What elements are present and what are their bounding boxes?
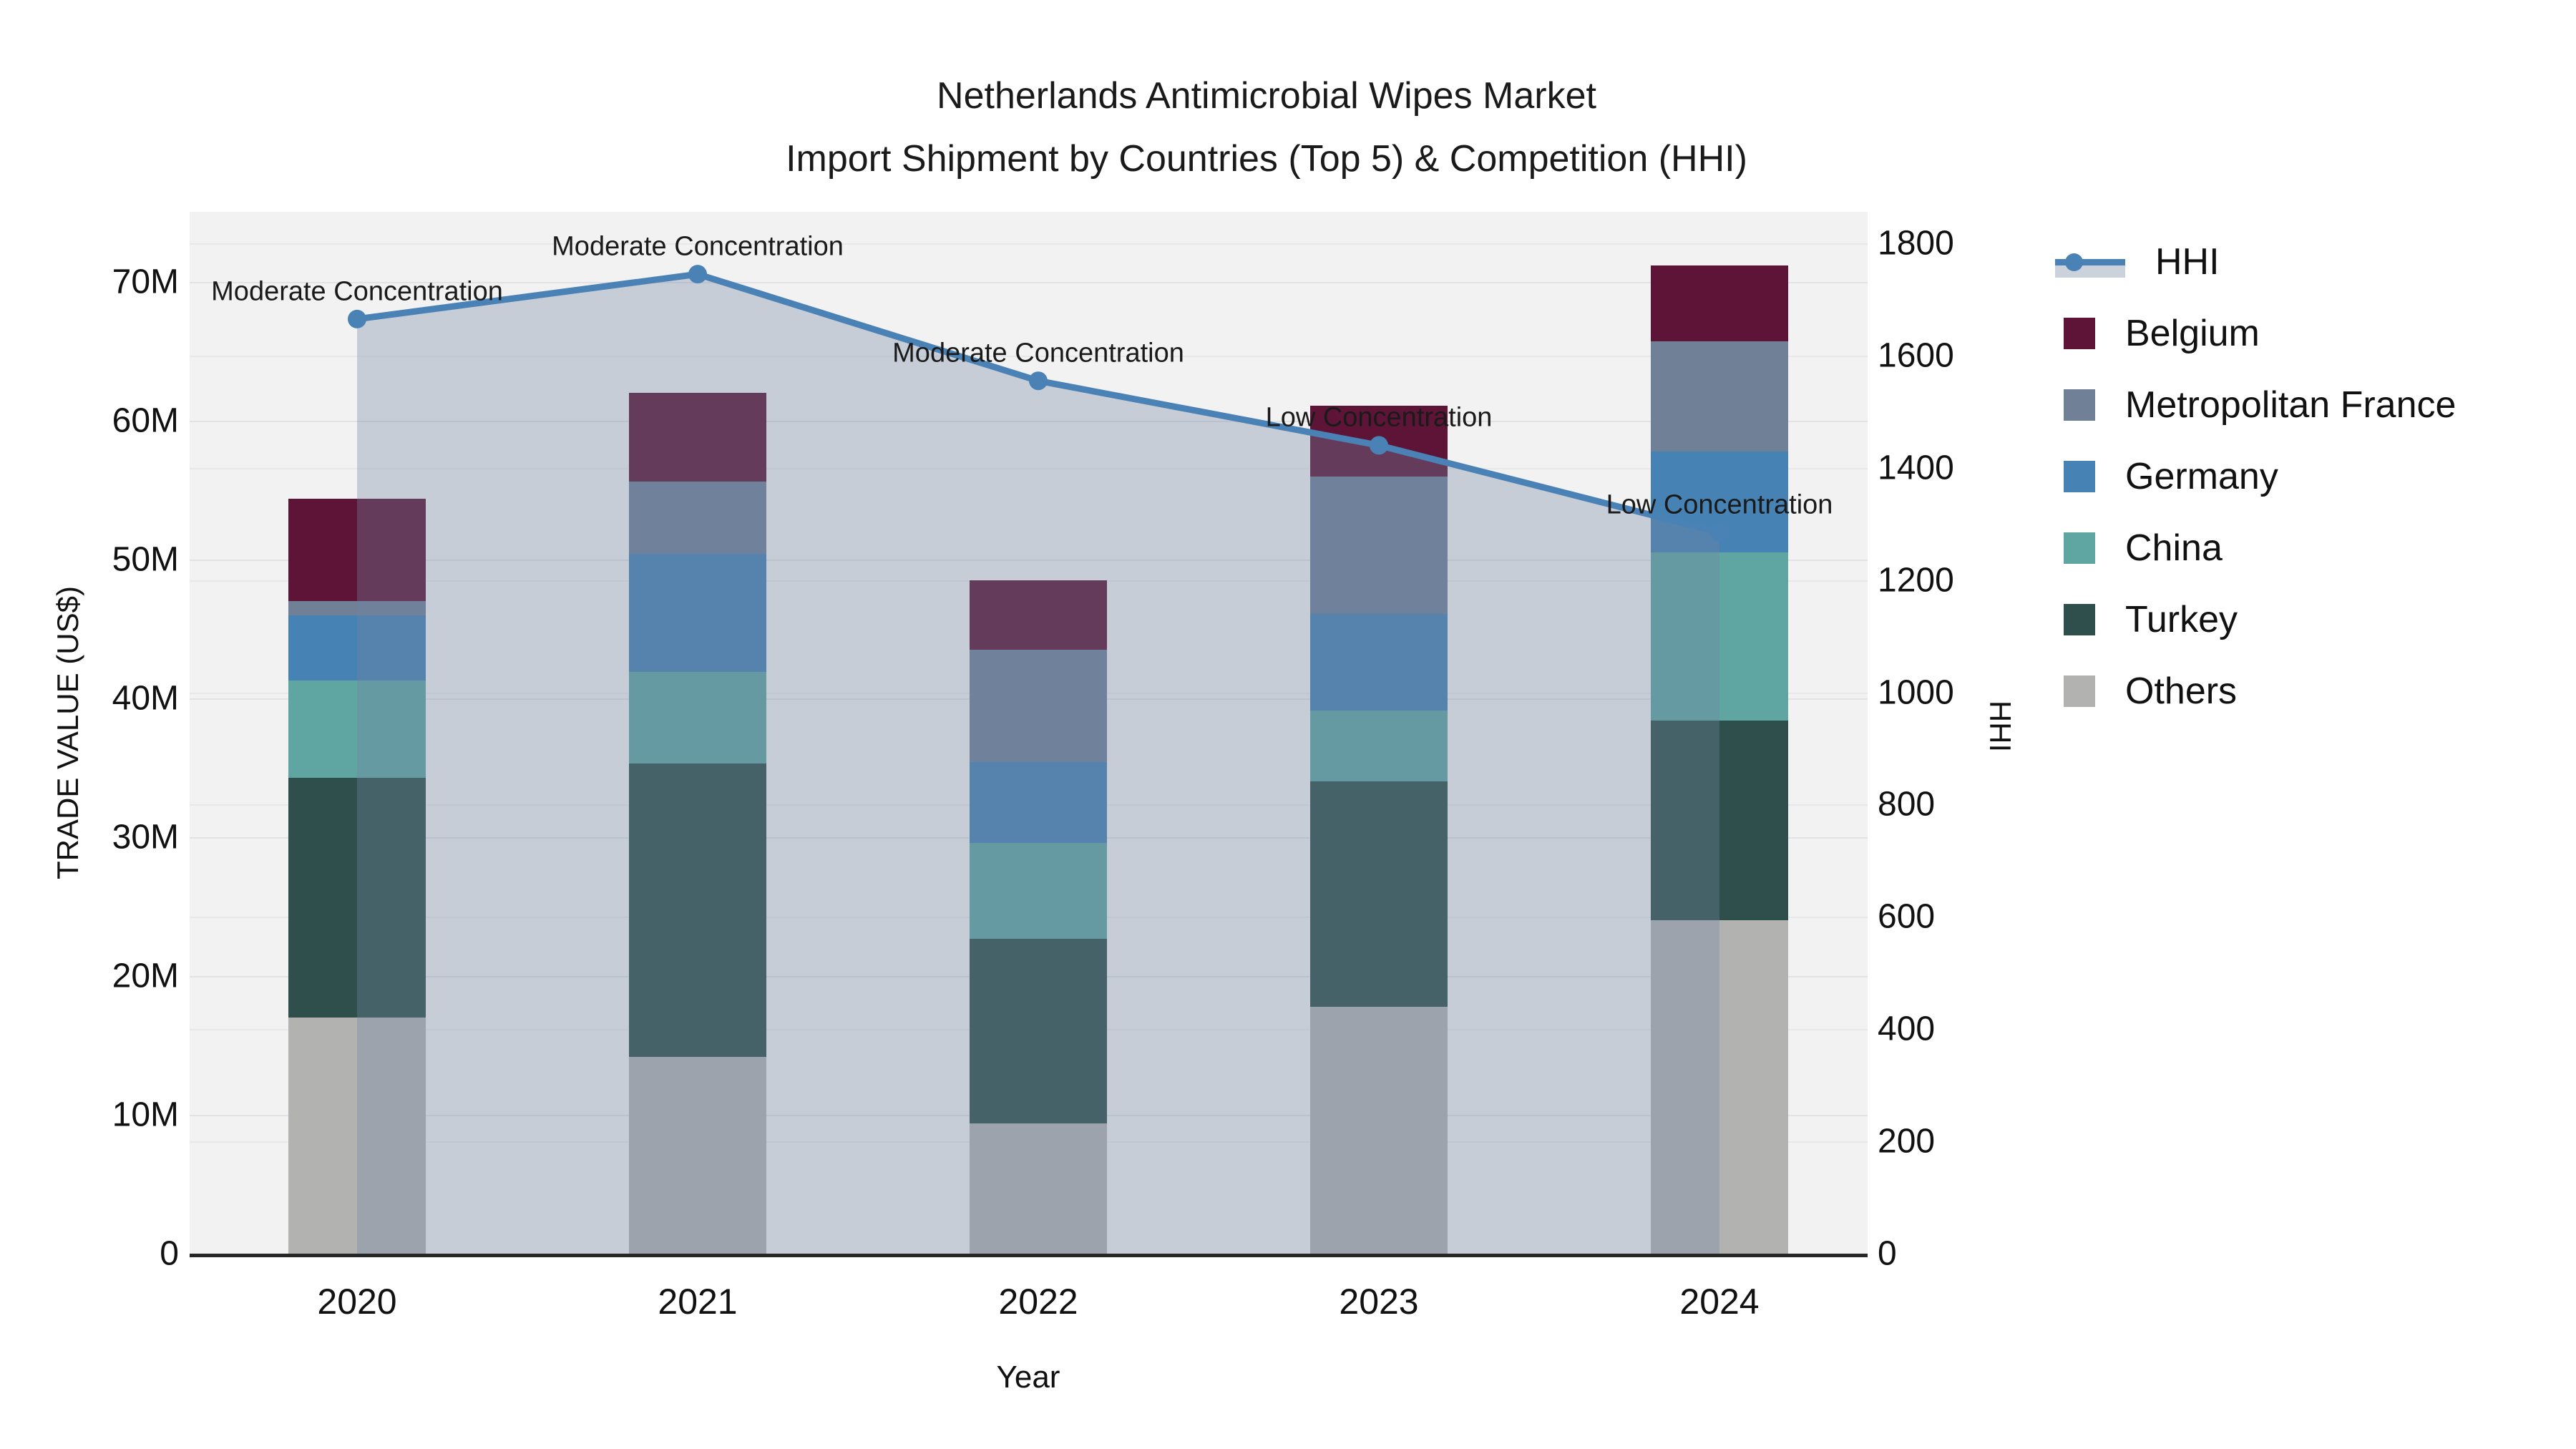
bar-segment-2021-turkey	[629, 763, 766, 1057]
legend-label: Others	[2125, 670, 2238, 712]
plot-area: Moderate Concentration Moderate Concentra…	[190, 212, 1868, 1257]
hhi-marker-2022	[1029, 371, 1048, 391]
legend-swatch-icon	[2064, 604, 2095, 635]
legend-swatch-icon	[2064, 532, 2095, 564]
bar-segment-2021-metropolitan-france	[629, 482, 766, 555]
annotation-2020: Moderate Concentration	[211, 276, 503, 307]
bar-segment-2020-turkey	[288, 777, 426, 1018]
gridline-trade-60M	[190, 421, 1868, 422]
x-tick-2021: 2021	[658, 1282, 738, 1322]
bar-segment-2022-turkey	[970, 938, 1107, 1123]
y-right-tick-0: 0	[1878, 1234, 1897, 1273]
y-right-tick-200: 200	[1878, 1122, 1936, 1161]
y-left-tick-30M: 30M	[112, 818, 179, 857]
annotation-2024: Low Concentration	[1606, 489, 1833, 520]
y-axis-right-title: HHI	[1984, 700, 2017, 753]
legend-swatch-icon	[2064, 461, 2095, 492]
bar-segment-2023-others	[1310, 1006, 1448, 1254]
y-right-tick-1400: 1400	[1878, 449, 1954, 487]
bar-segment-2020-others	[288, 1018, 426, 1254]
y-right-tick-1200: 1200	[1878, 561, 1954, 600]
gridline-hhi-1600	[190, 355, 1868, 357]
chart-title-line2: Import Shipment by Countries (Top 5) & C…	[786, 138, 1747, 180]
bar-segment-2023-turkey	[1310, 781, 1448, 1007]
y-right-tick-600: 600	[1878, 897, 1936, 936]
legend-swatch-icon	[2064, 318, 2095, 349]
bar-segment-2023-germany	[1310, 613, 1448, 711]
bar-segment-2021-belgium	[629, 393, 766, 482]
bar-segment-2023-metropolitan-france	[1310, 476, 1448, 614]
bar-segment-2024-china	[1651, 552, 1788, 721]
bar-segment-2022-germany	[970, 762, 1107, 843]
bar-segment-2022-belgium	[970, 580, 1107, 650]
annotation-2023: Low Concentration	[1265, 402, 1493, 433]
y-left-tick-60M: 60M	[112, 401, 179, 440]
y-right-tick-1600: 1600	[1878, 336, 1954, 375]
annotation-2022: Moderate Concentration	[892, 338, 1184, 369]
x-tick-2022: 2022	[998, 1282, 1078, 1322]
hhi-line-swatch-icon	[2055, 243, 2125, 280]
legend-label: Germany	[2125, 456, 2278, 497]
y-left-tick-20M: 20M	[112, 957, 179, 995]
legend-swatch-icon	[2064, 675, 2095, 707]
y-left-tick-10M: 10M	[112, 1096, 179, 1134]
x-tick-2020: 2020	[317, 1282, 397, 1322]
bar-segment-2022-others	[970, 1123, 1107, 1254]
bar-segment-2020-metropolitan-france	[288, 601, 426, 615]
legend-label: Turkey	[2125, 599, 2238, 640]
bar-segment-2023-china	[1310, 711, 1448, 782]
legend-item-china[interactable]: China	[2055, 522, 2223, 574]
x-tick-2024: 2024	[1679, 1282, 1760, 1322]
legend-item-germany[interactable]: Germany	[2055, 451, 2278, 502]
x-axis-title: Year	[996, 1360, 1060, 1395]
hhi-marker-2024	[1710, 522, 1729, 542]
legend-label: Metropolitan France	[2125, 384, 2457, 426]
annotation-2021: Moderate Concentration	[552, 231, 844, 262]
hhi-marker-2023	[1370, 436, 1388, 455]
y-right-tick-1000: 1000	[1878, 673, 1954, 712]
bar-segment-2022-china	[970, 842, 1107, 939]
bar-segment-2022-metropolitan-france	[970, 650, 1107, 763]
y-left-tick-0: 0	[160, 1234, 179, 1273]
gridline-hhi-1800	[190, 243, 1868, 245]
hhi-line-overlay	[348, 265, 1729, 1254]
y-right-tick-800: 800	[1878, 785, 1936, 824]
legend-label: Belgium	[2125, 313, 2260, 354]
bar-segment-2024-turkey	[1651, 721, 1788, 921]
bar-segment-2024-others	[1651, 920, 1788, 1254]
bar-segment-2024-belgium	[1651, 265, 1788, 342]
bar-segment-2021-china	[629, 672, 766, 764]
y-right-tick-1800: 1800	[1878, 224, 1954, 263]
bar-segment-2021-germany	[629, 554, 766, 673]
bar-segment-2021-others	[629, 1056, 766, 1254]
legend-item-belgium[interactable]: Belgium	[2055, 308, 2260, 359]
y-left-tick-50M: 50M	[112, 540, 179, 579]
hhi-area-fill	[357, 274, 1719, 1254]
legend-swatch-icon	[2064, 389, 2095, 421]
hhi-marker-2020	[348, 309, 366, 328]
y-right-tick-400: 400	[1878, 1010, 1936, 1048]
y-left-tick-40M: 40M	[112, 679, 179, 718]
bar-segment-2020-belgium	[288, 498, 426, 602]
legend-label: HHI	[2155, 241, 2220, 283]
gridline-trade-70M	[190, 282, 1868, 283]
y-axis-left-title: TRADE VALUE (US$)	[51, 586, 84, 879]
gridline-trade-50M	[190, 560, 1868, 561]
y-left-tick-70M: 70M	[112, 263, 179, 301]
x-axis-spine	[190, 1254, 1868, 1257]
bar-segment-2024-metropolitan-france	[1651, 341, 1788, 452]
legend-item-turkey[interactable]: Turkey	[2055, 594, 2238, 645]
chart-title-line1: Netherlands Antimicrobial Wipes Market	[937, 75, 1596, 117]
x-tick-2023: 2023	[1339, 1282, 1419, 1322]
gridline-hhi-1400	[190, 467, 1868, 469]
legend-label: China	[2125, 527, 2223, 569]
legend-item-hhi[interactable]: HHI	[2055, 236, 2220, 288]
bar-segment-2020-germany	[288, 615, 426, 680]
legend-item-others[interactable]: Others	[2055, 665, 2237, 717]
legend-item-metropolitan-france[interactable]: Metropolitan France	[2055, 379, 2456, 431]
hhi-marker-2021	[688, 265, 707, 284]
bar-segment-2020-china	[288, 680, 426, 778]
